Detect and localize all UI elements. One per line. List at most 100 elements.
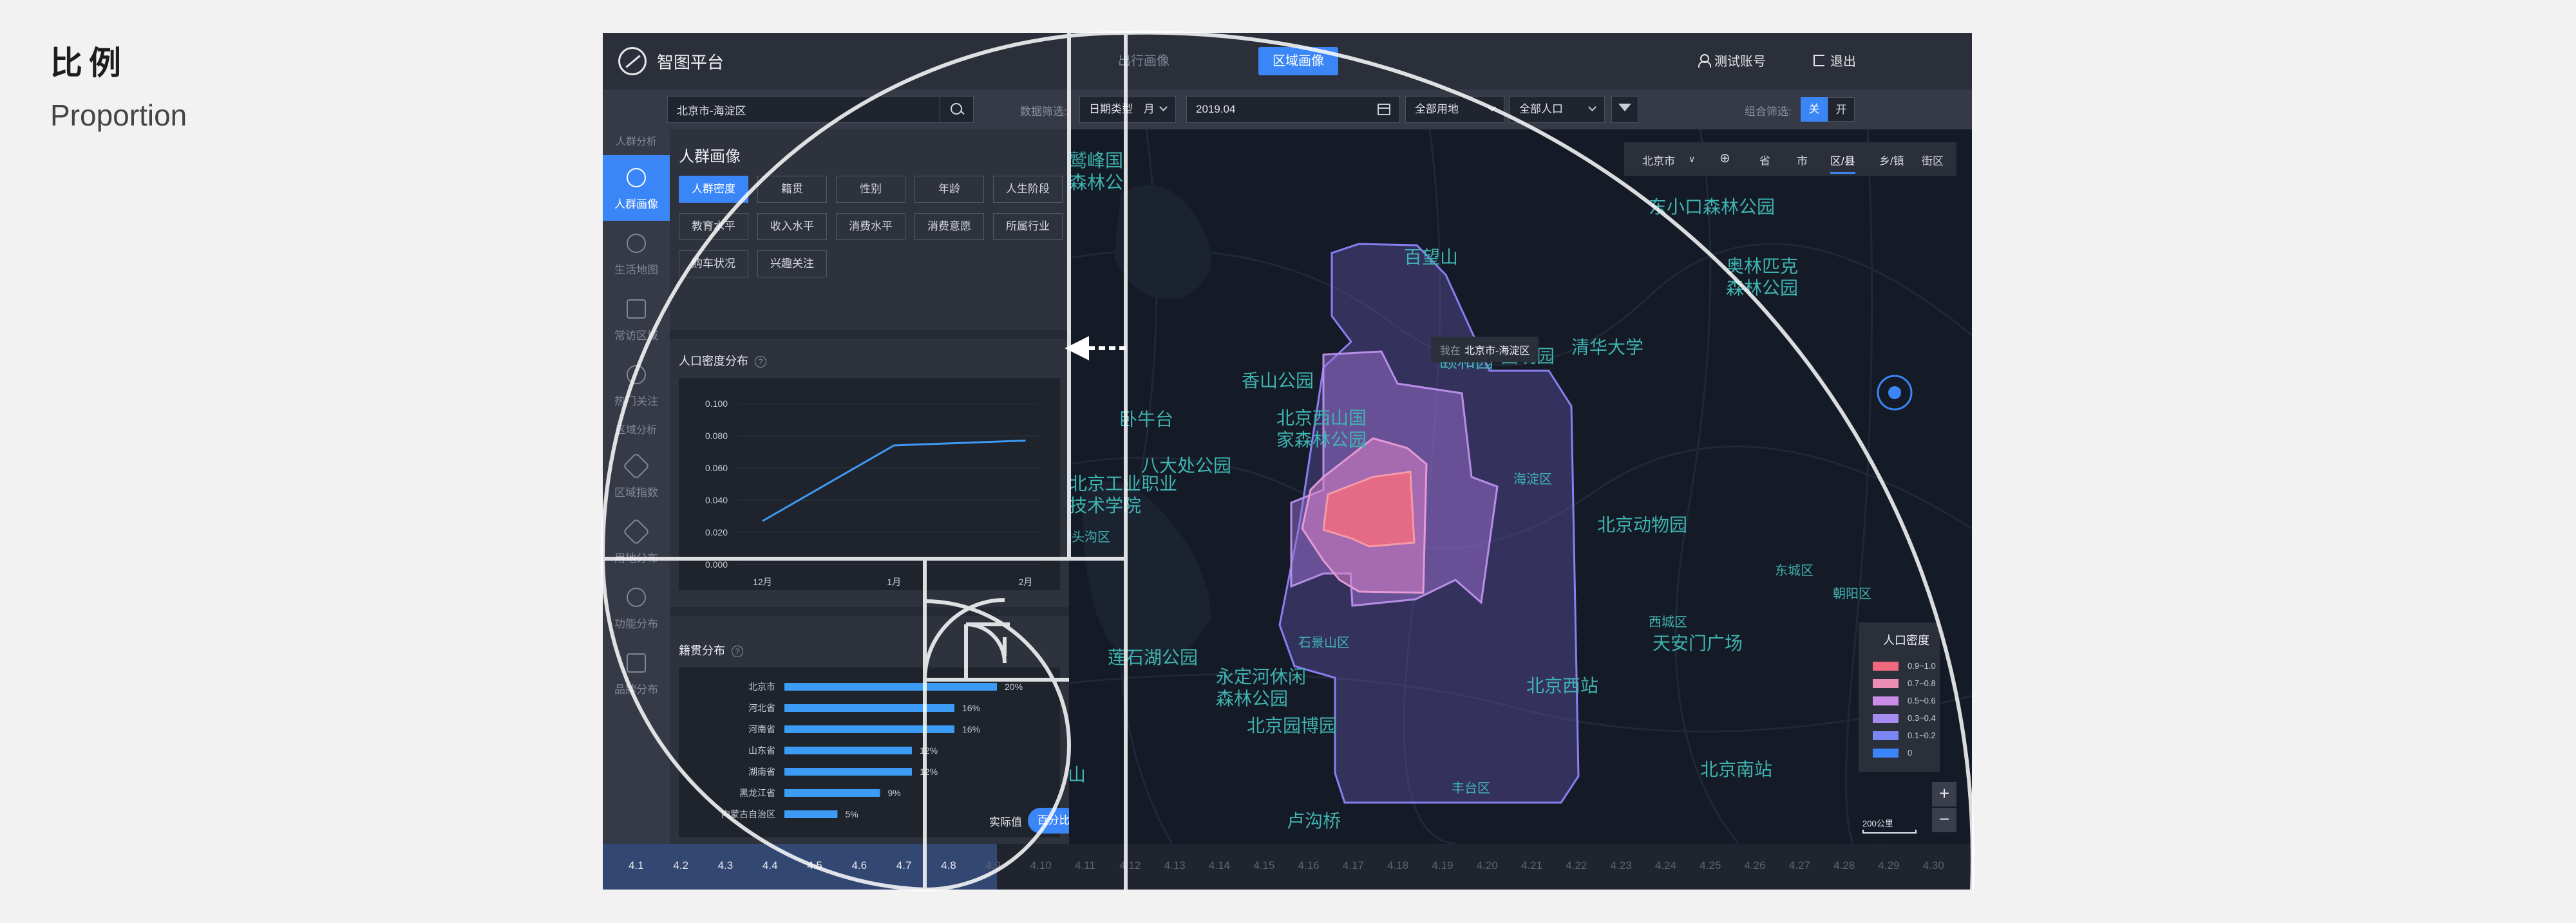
legend-label: 0.5~0.6 (1908, 696, 1936, 705)
y-tick-label: 0.060 (705, 463, 728, 473)
tag-life-stage[interactable]: 人生阶段 (993, 176, 1063, 203)
density-series-line (762, 440, 1026, 522)
help-icon[interactable]: ? (755, 356, 766, 368)
timeline-tick[interactable]: 4.26 (1744, 859, 1766, 872)
map-place-label: 天安门广场 (1653, 633, 1743, 654)
tag-interest[interactable]: 兴趣关注 (757, 250, 827, 277)
timeline-tick[interactable]: 4.2 (673, 859, 688, 872)
tab-region-profile[interactable]: 区域画像 (1258, 47, 1338, 75)
tag-origin[interactable]: 籍贯 (757, 176, 827, 203)
density-title-text: 人口密度分布 (679, 355, 748, 368)
timeline-tick[interactable]: 4.21 (1521, 859, 1543, 872)
zoom-in-button[interactable]: + (1932, 782, 1956, 806)
timeline-tick[interactable]: 4.9 (985, 859, 1001, 872)
nav-item-land-use[interactable]: 用地分布 (603, 509, 670, 575)
bar-category-label: 河南省 (748, 724, 775, 734)
map-place-label: 海淀区 (1513, 471, 1552, 487)
timeline-tick[interactable]: 4.14 (1208, 859, 1230, 872)
panel-separator (670, 330, 1069, 339)
account-label: 测试账号 (1714, 55, 1766, 69)
search-input[interactable] (668, 97, 938, 122)
tag-income[interactable]: 收入水平 (757, 213, 827, 240)
timeline-tick[interactable]: 4.13 (1164, 859, 1186, 872)
map-place-label: 卢沟桥 (1287, 810, 1341, 832)
tag-age[interactable]: 年龄 (914, 176, 984, 203)
nav-item-label: 用地分布 (614, 552, 658, 564)
timeline-tick[interactable]: 4.1 (629, 859, 644, 872)
tab-travel-profile[interactable]: 出行画像 (1118, 54, 1170, 68)
chevron-down-icon (1488, 103, 1496, 111)
timeline-tick[interactable]: 4.25 (1700, 859, 1721, 872)
search-icon[interactable] (940, 97, 973, 122)
account-button[interactable]: 测试账号 (1698, 51, 1766, 70)
timeline-tick[interactable]: 4.11 (1075, 859, 1095, 872)
nav-item-people-profile[interactable]: 人群画像 (603, 155, 670, 221)
origin-bar (784, 747, 912, 754)
level-district[interactable]: 区/县 (1830, 152, 1855, 174)
filter-funnel-icon[interactable] (1611, 96, 1638, 123)
nav-item-life-map[interactable]: 生活地图 (603, 221, 670, 286)
timeline-tick[interactable]: 4.6 (851, 859, 867, 872)
timeline-tick[interactable]: 4.3 (717, 859, 734, 872)
timeline-tick[interactable]: 4.16 (1298, 859, 1320, 872)
timeline-tick[interactable]: 4.19 (1432, 859, 1454, 872)
timeline-tick[interactable]: 4.30 (1922, 859, 1944, 872)
timeline-tick[interactable]: 4.28 (1833, 859, 1855, 872)
map-view[interactable]: 东小口森林公园奥林匹克森林公园百望山圆明园清华大学颐和园香山公园卧牛台北京西山国… (1069, 129, 1972, 844)
city-select[interactable]: 北京市 (1642, 155, 1675, 167)
tag-density[interactable]: 人群密度 (679, 176, 748, 203)
timeline-tick[interactable]: 4.4 (762, 859, 778, 872)
map-place-label: 百望山 (1404, 247, 1458, 268)
timeline-tick[interactable]: 4.18 (1387, 859, 1409, 872)
timeline-tick[interactable]: 4.24 (1654, 859, 1676, 872)
nav-item-label: 功能分布 (614, 618, 658, 630)
origin-bar (784, 789, 880, 797)
timeline-tick[interactable]: 4.12 (1119, 859, 1141, 872)
timeline-tick[interactable]: 4.27 (1788, 859, 1810, 872)
level-block[interactable]: 街区 (1922, 155, 1944, 167)
nav-item-function[interactable]: 功能分布 (603, 575, 670, 640)
tag-industry[interactable]: 所属行业 (993, 213, 1063, 240)
legend-label: 0.9~1.0 (1908, 661, 1936, 671)
timeline-tick[interactable]: 4.8 (941, 859, 956, 872)
timeline-tick[interactable]: 4.22 (1566, 859, 1587, 872)
timeline-tick[interactable]: 4.17 (1342, 859, 1364, 872)
date-type-select[interactable]: 日期类型 月 (1079, 96, 1176, 123)
timeline-tick[interactable]: 4.10 (1030, 859, 1052, 872)
nav-item-label: 热门关注 (614, 395, 658, 407)
logout-button[interactable]: 退出 (1814, 51, 1856, 70)
timeline-tick[interactable]: 4.15 (1253, 859, 1275, 872)
timeline-tick[interactable]: 4.7 (896, 859, 912, 872)
population-select[interactable]: 全部人口 (1510, 96, 1605, 123)
nav-section-people: 人群分析 (615, 136, 657, 147)
timeline-tick[interactable]: 4.20 (1476, 859, 1498, 872)
level-town[interactable]: 乡/镇 (1879, 155, 1904, 167)
level-province[interactable]: 省 (1759, 155, 1770, 167)
legend-label: 0.7~0.8 (1908, 678, 1936, 688)
tag-consume-intent[interactable]: 消费意愿 (914, 213, 984, 240)
land-use-select[interactable]: 全部用地 (1405, 96, 1504, 123)
legend-label: 0.3~0.4 (1908, 713, 1936, 723)
nav-item-frequent-area[interactable]: 常访区域 (603, 286, 670, 352)
tag-education[interactable]: 教育水平 (679, 213, 748, 240)
locate-icon[interactable]: ⊕ (1719, 151, 1730, 165)
date-picker[interactable]: 2019.04 (1186, 96, 1400, 123)
tag-car[interactable]: 购车状况 (679, 250, 748, 277)
nav-item-brand[interactable]: 品牌分布 (603, 640, 670, 706)
zoom-out-button[interactable]: − (1932, 808, 1956, 832)
actual-value-toggle[interactable]: 实际值 (989, 816, 1022, 828)
timeline-tick[interactable]: 4.5 (807, 859, 822, 872)
combo-on-toggle[interactable]: 开 (1828, 97, 1855, 122)
timeline-tick[interactable]: 4.29 (1878, 859, 1900, 872)
tag-gender[interactable]: 性别 (836, 176, 905, 203)
level-city[interactable]: 市 (1797, 155, 1808, 167)
nav-item-hot-topics[interactable]: 热门关注 (603, 352, 670, 418)
combo-off-toggle[interactable]: 关 (1801, 97, 1828, 122)
y-tick-label: 0.020 (705, 527, 728, 537)
tag-consumption[interactable]: 消费水平 (836, 213, 905, 240)
help-icon[interactable]: ? (732, 646, 743, 658)
logo[interactable]: 智图平台 (618, 47, 724, 75)
timeline-tick[interactable]: 4.23 (1610, 859, 1632, 872)
timeline[interactable]: 4.1 4.2 4.3 4.4 4.5 4.6 4.7 4.8 4.9 4.10 4.11 4.12 4… (603, 844, 1972, 890)
nav-item-region-index[interactable]: 区域指数 (603, 443, 670, 509)
